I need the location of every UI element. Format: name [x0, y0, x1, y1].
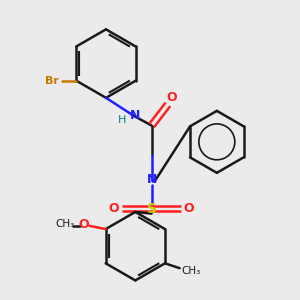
Text: H: H: [118, 115, 127, 125]
Text: O: O: [184, 202, 194, 215]
Text: O: O: [167, 91, 177, 104]
Text: CH₃: CH₃: [55, 219, 74, 229]
Text: S: S: [147, 202, 157, 216]
Text: CH₃: CH₃: [182, 266, 201, 276]
Text: Br: Br: [44, 76, 58, 86]
Text: O: O: [78, 218, 89, 231]
Text: O: O: [109, 202, 119, 215]
Text: N: N: [146, 173, 157, 186]
Text: N: N: [130, 109, 140, 122]
